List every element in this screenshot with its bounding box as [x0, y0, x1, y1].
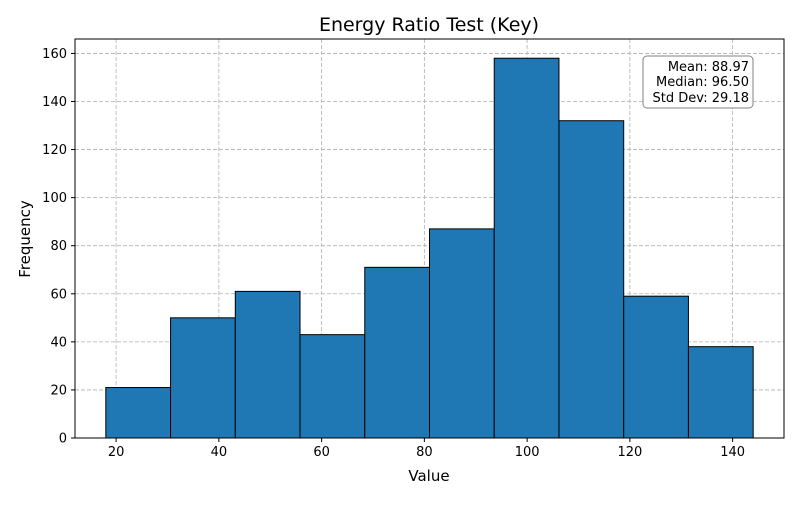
- y-tick-label: 0: [59, 432, 67, 447]
- x-axis-ticks: 20 40 60 80 100 120 140: [108, 438, 745, 460]
- x-axis-label: Value: [408, 467, 449, 485]
- x-tick-label: 80: [416, 445, 433, 460]
- histogram-bar: [687, 346, 754, 439]
- stats-mean: Mean: 88.97: [668, 60, 749, 75]
- y-tick-label: 100: [42, 191, 67, 206]
- x-tick-label: 100: [515, 445, 540, 460]
- stats-std-dev: Std Dev: 29.18: [653, 91, 749, 106]
- y-tick-label: 80: [50, 239, 67, 254]
- chart-title: Energy Ratio Test (Key): [319, 14, 539, 36]
- y-tick-label: 120: [42, 143, 67, 158]
- plot-frame: [74, 38, 785, 439]
- histogram-bar: [493, 57, 560, 439]
- y-tick-label: 40: [50, 335, 67, 350]
- y-tick-label: 140: [42, 95, 67, 110]
- histogram-bar: [364, 266, 431, 439]
- histogram-bar: [429, 228, 495, 439]
- stats-median: Median: 96.50: [656, 75, 749, 90]
- y-tick-label: 60: [50, 287, 67, 302]
- histogram-bar: [299, 334, 366, 439]
- histogram-bar: [623, 295, 689, 439]
- stats-box: Mean: 88.97 Median: 96.50 Std Dev: 29.18: [642, 55, 754, 109]
- histogram-bar: [558, 120, 625, 439]
- histogram-bar: [105, 387, 172, 439]
- stats-box-frame: [642, 55, 754, 109]
- x-tick-label: 20: [108, 445, 125, 460]
- histogram-bars: [105, 57, 754, 439]
- x-tick-label: 140: [720, 445, 745, 460]
- histogram-bar: [234, 290, 301, 439]
- x-tick-label: 120: [617, 445, 642, 460]
- y-axis-ticks: 0 20 40 60 80 100 120 140 160: [42, 47, 75, 447]
- y-axis-label: Frequency: [16, 200, 34, 278]
- x-tick-label: 60: [313, 445, 330, 460]
- y-tick-label: 160: [42, 47, 67, 62]
- y-tick-label: 20: [50, 383, 67, 398]
- histogram-bar: [170, 317, 236, 439]
- x-tick-label: 40: [211, 445, 228, 460]
